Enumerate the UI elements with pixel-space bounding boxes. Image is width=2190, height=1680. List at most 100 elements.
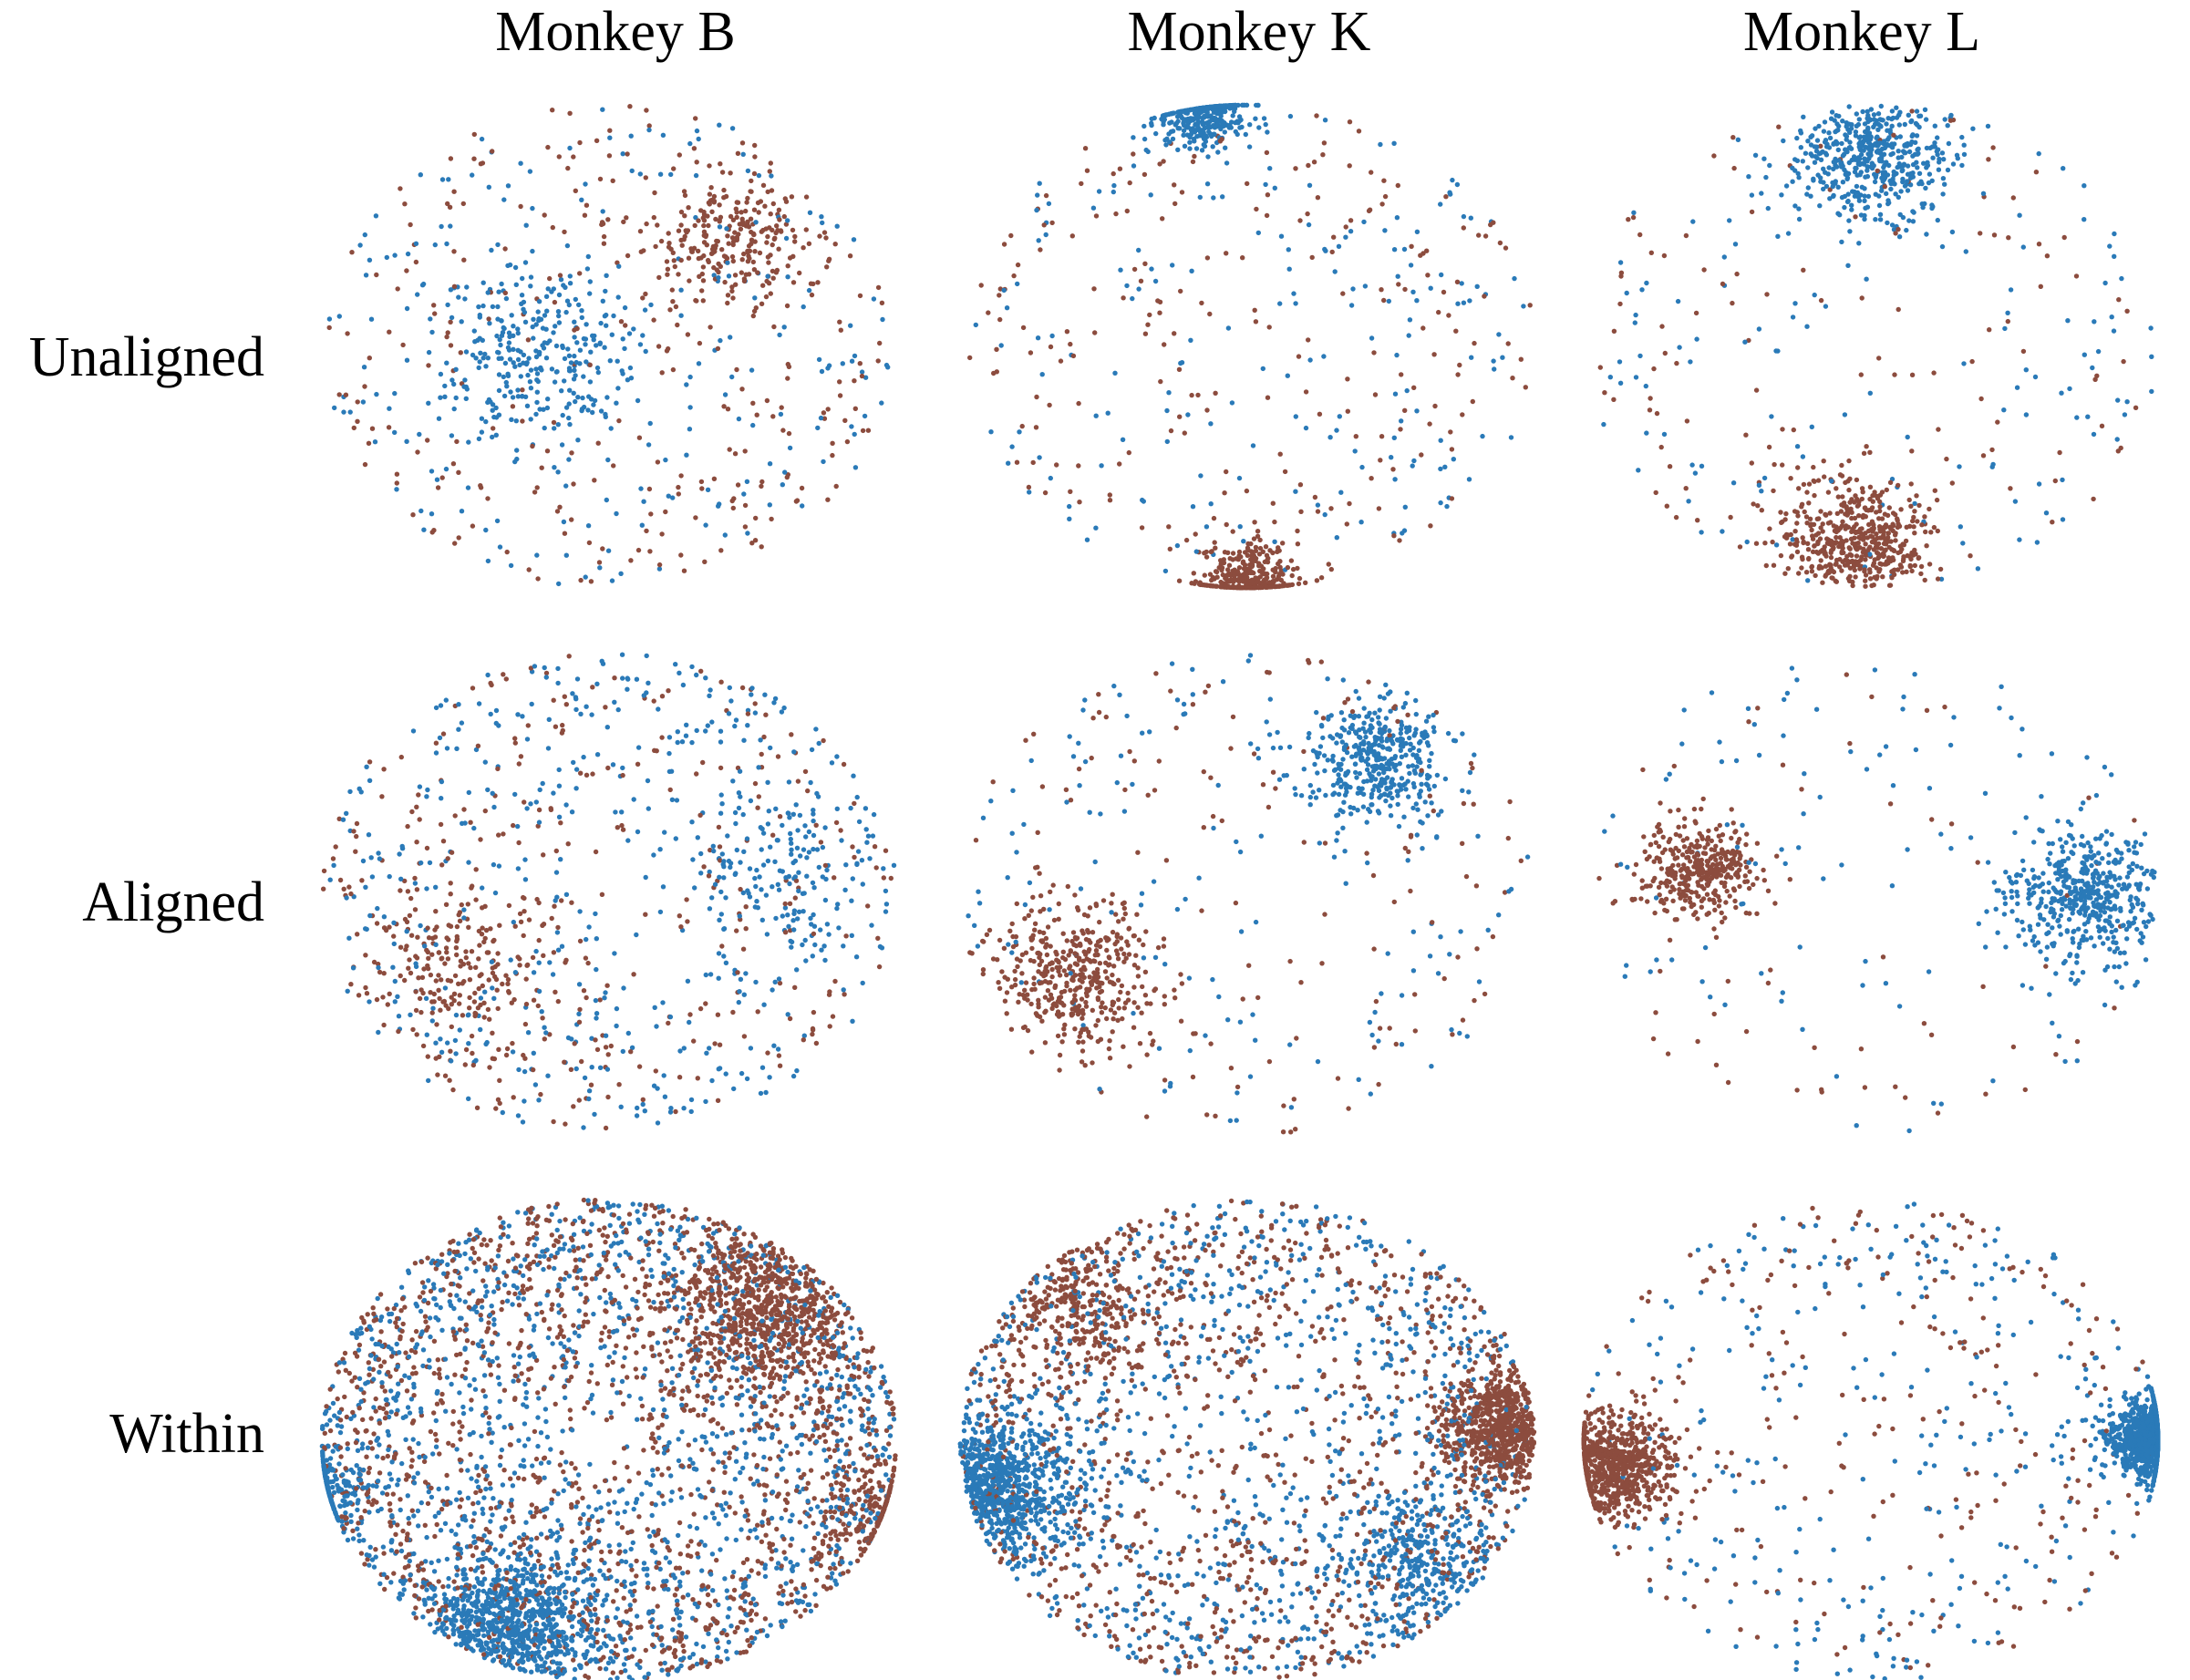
- data-point: [496, 412, 502, 417]
- data-point: [466, 961, 471, 966]
- data-point: [1856, 545, 1862, 551]
- data-point: [1728, 514, 1733, 520]
- data-point: [556, 154, 562, 160]
- data-point: [764, 240, 770, 245]
- data-point: [1885, 561, 1891, 566]
- data-point: [410, 1026, 416, 1033]
- data-point: [449, 314, 455, 321]
- data-point: [1221, 119, 1227, 126]
- data-point: [1527, 303, 1533, 308]
- data-point: [576, 302, 582, 308]
- data-point: [716, 975, 721, 981]
- data-point: [1404, 387, 1410, 394]
- data-point: [1730, 135, 1736, 140]
- data-point: [602, 345, 607, 350]
- data-point: [562, 378, 567, 384]
- data-point: [359, 878, 365, 883]
- data-point: [481, 939, 487, 945]
- data-point: [689, 664, 695, 670]
- data-point: [830, 440, 835, 446]
- data-point: [849, 898, 854, 903]
- data-point: [729, 126, 736, 131]
- data-point: [540, 780, 545, 787]
- data-point: [642, 1108, 647, 1114]
- data-point: [834, 905, 840, 912]
- data-point: [1937, 566, 1944, 572]
- data-point: [2073, 273, 2080, 279]
- data-point: [1898, 507, 1904, 512]
- data-point: [1891, 572, 1897, 577]
- data-point: [698, 850, 704, 857]
- data-point: [1254, 102, 1259, 108]
- data-point: [673, 1108, 678, 1115]
- data-point: [1399, 993, 1405, 998]
- data-point: [730, 217, 737, 222]
- data-point: [1815, 478, 1822, 483]
- data-point: [746, 891, 751, 896]
- data-point: [1944, 456, 1949, 462]
- data-point: [1314, 578, 1320, 583]
- data-point: [1204, 181, 1211, 187]
- data-point: [571, 390, 576, 396]
- data-point: [1079, 180, 1084, 187]
- data-point: [1222, 490, 1227, 496]
- data-point: [1895, 516, 1900, 521]
- data-point: [1839, 462, 1844, 469]
- data-point: [1170, 263, 1175, 268]
- data-point: [1882, 175, 1888, 180]
- data-point: [808, 779, 813, 786]
- data-point: [490, 434, 495, 440]
- data-point: [865, 833, 872, 839]
- data-point: [1801, 539, 1806, 545]
- data-point: [368, 316, 375, 322]
- data-point: [685, 919, 690, 924]
- data-point: [1394, 352, 1400, 358]
- data-point: [822, 957, 828, 964]
- data-point: [669, 797, 676, 802]
- data-point: [1644, 430, 1649, 436]
- data-point: [1806, 500, 1812, 506]
- data-point: [478, 350, 483, 356]
- data-point: [524, 963, 530, 968]
- data-point: [1161, 936, 1167, 942]
- data-point: [871, 296, 877, 302]
- data-point: [1105, 410, 1110, 416]
- data-point: [1245, 548, 1251, 553]
- data-point: [676, 272, 681, 277]
- data-point: [1173, 725, 1179, 731]
- data-point: [655, 222, 660, 228]
- data-point: [433, 740, 439, 746]
- data-point: [1830, 575, 1835, 581]
- data-point: [744, 200, 749, 205]
- data-point: [1867, 140, 1873, 147]
- data-point: [475, 337, 480, 343]
- data-point: [491, 804, 497, 810]
- data-point: [869, 922, 874, 928]
- data-point: [573, 1066, 579, 1072]
- data-point: [429, 469, 435, 474]
- data-point: [1077, 500, 1082, 505]
- data-point: [657, 847, 663, 852]
- data-point: [773, 915, 779, 922]
- data-point: [1056, 959, 1061, 965]
- data-point: [1854, 477, 1860, 483]
- data-point: [787, 1015, 793, 1022]
- data-point: [588, 349, 594, 355]
- data-point: [1425, 273, 1431, 278]
- data-point: [1177, 414, 1183, 419]
- data-point: [467, 1005, 472, 1011]
- data-point: [786, 779, 792, 785]
- data-point: [505, 183, 511, 189]
- data-point: [1214, 110, 1220, 117]
- data-point: [717, 917, 722, 922]
- data-point: [1877, 504, 1883, 510]
- data-point: [491, 995, 497, 1002]
- data-point: [565, 841, 571, 847]
- data-point: [728, 335, 733, 340]
- data-point: [998, 343, 1004, 348]
- data-point: [838, 828, 843, 833]
- data-point: [764, 397, 770, 404]
- data-point: [1927, 506, 1932, 512]
- data-point: [681, 237, 687, 242]
- data-point: [1821, 459, 1826, 464]
